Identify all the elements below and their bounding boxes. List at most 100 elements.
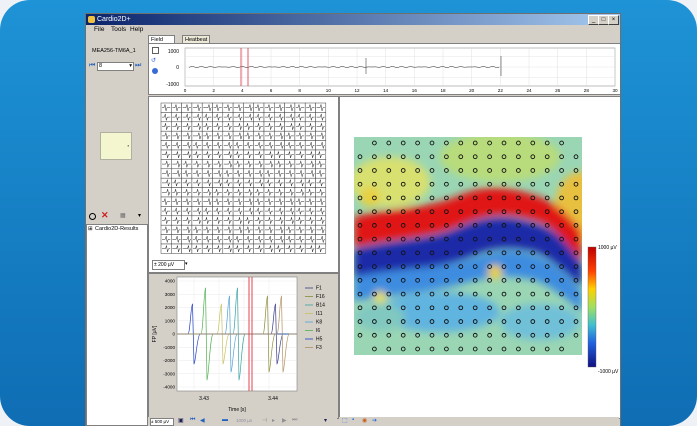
electrode-dot[interactable]: [400, 195, 406, 201]
electrode-dot[interactable]: [400, 277, 406, 283]
electrode-dot[interactable]: [559, 168, 564, 173]
electrode-dot[interactable]: [357, 291, 363, 297]
electrode-dot[interactable]: [487, 140, 492, 146]
menu-tools[interactable]: Tools: [111, 26, 127, 33]
electrode-dot[interactable]: [516, 305, 521, 311]
electrode-dot[interactable]: [386, 332, 392, 338]
electrode-dot[interactable]: [429, 250, 435, 256]
electrode-dot[interactable]: [400, 181, 406, 187]
electrode-dot[interactable]: [501, 236, 507, 242]
electrode-dot[interactable]: [372, 154, 377, 160]
electrode-dot[interactable]: [458, 264, 464, 269]
electrode-dot[interactable]: [400, 209, 406, 215]
tree-toggle[interactable]: ⊞: [88, 226, 93, 232]
electrode-dot[interactable]: [415, 291, 420, 297]
electrode-dot[interactable]: [501, 181, 507, 187]
electrode-dot[interactable]: [400, 346, 406, 352]
electrode-dot[interactable]: [372, 209, 377, 215]
electrode-dot[interactable]: [415, 223, 420, 228]
prev-frame-icon[interactable]: ◀: [200, 418, 205, 424]
electrode-dot[interactable]: [530, 168, 536, 173]
electrode-dot[interactable]: [559, 236, 564, 242]
electrode-dot[interactable]: [458, 291, 464, 297]
electrode-dot[interactable]: [472, 319, 478, 324]
electrode-dot[interactable]: [458, 346, 464, 352]
electrode-dot[interactable]: [487, 209, 492, 215]
electrode-dot[interactable]: [415, 140, 420, 146]
electrode-dot[interactable]: [487, 305, 492, 311]
electrode-dot[interactable]: [559, 181, 564, 187]
electrode-dot[interactable]: [386, 277, 392, 283]
grid-icon[interactable]: ▦: [120, 213, 126, 219]
electrode-dot[interactable]: [516, 181, 521, 187]
electrode-dot[interactable]: [573, 236, 579, 242]
electrode-dot[interactable]: [415, 250, 420, 256]
electrode-dot[interactable]: [501, 195, 507, 201]
electrode-dot[interactable]: [386, 291, 392, 297]
electrode-dot[interactable]: [357, 209, 363, 215]
arrow-icon[interactable]: ➔: [372, 418, 378, 424]
electrode-dot[interactable]: [487, 154, 492, 160]
chevron-down-icon[interactable]: ▾: [185, 261, 188, 267]
electrode-dot[interactable]: [530, 277, 536, 283]
save-icon[interactable]: ▪: [352, 417, 355, 423]
electrode-dot[interactable]: [472, 264, 478, 269]
electrode-dot[interactable]: [357, 195, 363, 201]
electrode-dot[interactable]: [544, 346, 550, 352]
electrode-dot[interactable]: [444, 291, 449, 297]
electrode-dot[interactable]: [400, 154, 406, 160]
electrode-dot[interactable]: [573, 264, 579, 269]
electrode-dot[interactable]: [559, 264, 564, 269]
electrode-dot[interactable]: [429, 291, 435, 297]
electrode-dot[interactable]: [357, 181, 363, 187]
electrode-dot[interactable]: [415, 195, 420, 201]
tab-heatbeat[interactable]: Heatbeat: [182, 35, 211, 44]
electrode-dot[interactable]: [559, 332, 564, 338]
electrode-dot[interactable]: [573, 209, 579, 215]
electrode-dot[interactable]: [386, 168, 392, 173]
electrode-dot[interactable]: [487, 264, 492, 269]
electrode-dot[interactable]: [429, 236, 435, 242]
electrode-dot[interactable]: [472, 250, 478, 256]
electrode-dot[interactable]: [530, 209, 536, 215]
electrode-dot[interactable]: [372, 195, 377, 201]
electrode-dot[interactable]: [357, 236, 363, 242]
reset-icon[interactable]: ↺: [151, 58, 157, 64]
electrode-dot[interactable]: [429, 168, 435, 173]
electrode-dot[interactable]: [530, 250, 536, 256]
electrode-dot[interactable]: [487, 181, 492, 187]
electrode-dot[interactable]: [458, 168, 464, 173]
electrode-dot[interactable]: [530, 305, 536, 311]
electrode-dot[interactable]: [444, 305, 449, 311]
grid-scale-selector[interactable]: ± 200 µV: [152, 260, 185, 270]
electrode-dot[interactable]: [357, 223, 363, 228]
electrode-dot[interactable]: [501, 264, 507, 269]
electrode-dot[interactable]: [501, 140, 507, 146]
electrode-dot[interactable]: [544, 305, 550, 311]
electrode-dot[interactable]: [530, 264, 536, 269]
timeline-icon[interactable]: ▬: [222, 417, 228, 423]
electrode-dot[interactable]: [544, 140, 550, 146]
electrode-dot[interactable]: [444, 250, 449, 256]
electrode-dot[interactable]: [516, 332, 521, 338]
electrode-dot[interactable]: [559, 154, 564, 160]
electrode-dot[interactable]: [415, 346, 420, 352]
electrode-dot[interactable]: [530, 223, 536, 228]
electrode-dot[interactable]: [444, 264, 449, 269]
prev-electrode-button[interactable]: ⏮: [89, 62, 96, 69]
electrode-dot[interactable]: [372, 346, 377, 352]
electrode-dot[interactable]: [573, 319, 579, 324]
electrode-dot[interactable]: [516, 140, 521, 146]
electrode-dot[interactable]: [429, 277, 435, 283]
electrode-dot[interactable]: [472, 236, 478, 242]
tree-item-cardio2d-results[interactable]: Cardio2D-Results: [95, 226, 139, 232]
electrode-dot[interactable]: [415, 332, 420, 338]
electrode-dot[interactable]: [386, 264, 392, 269]
electrode-dot[interactable]: [530, 181, 536, 187]
electrode-dot[interactable]: [444, 236, 449, 242]
select-icon[interactable]: ⬚: [342, 418, 348, 424]
electrode-dot[interactable]: [372, 168, 377, 173]
electrode-dot[interactable]: [458, 223, 464, 228]
electrode-dot[interactable]: [559, 250, 564, 256]
next-electrode-button[interactable]: ⏭: [135, 62, 142, 69]
